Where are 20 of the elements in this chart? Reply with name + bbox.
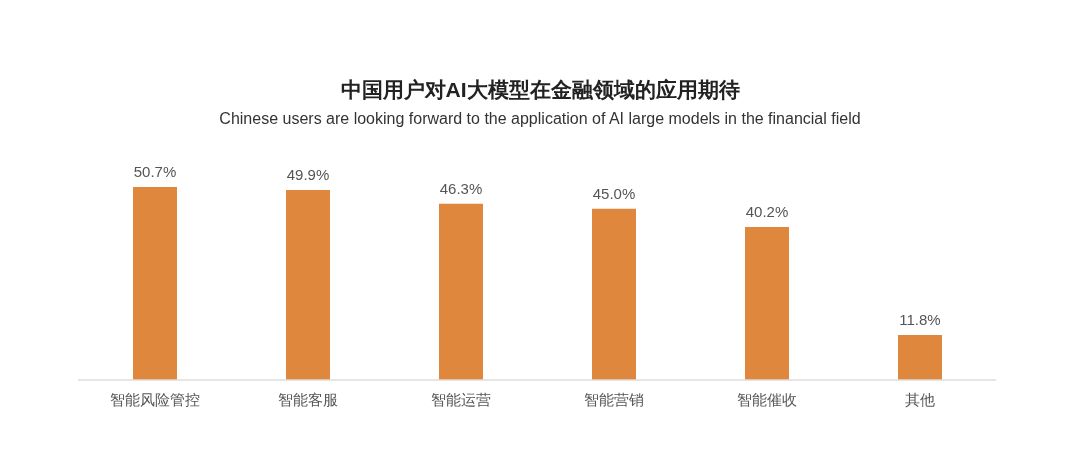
x-tick-label: 智能营销 — [583, 390, 644, 408]
data-label: 50.7% — [133, 163, 177, 180]
bar — [133, 187, 177, 380]
data-label: 49.9% — [286, 166, 330, 184]
bar — [745, 226, 789, 380]
x-tick-label: 智能催收 — [736, 390, 797, 408]
data-label: 45.0% — [592, 184, 636, 202]
data-label: 46.3% — [439, 179, 483, 197]
bar — [592, 208, 636, 380]
x-tick-label: 智能运营 — [430, 390, 491, 408]
x-tick-label: 智能客服 — [277, 390, 338, 408]
bar — [898, 335, 942, 380]
bar — [439, 203, 483, 380]
x-tick-label: 其他 — [904, 390, 935, 408]
x-tick-label: 智能风险管控 — [109, 390, 200, 408]
bar — [286, 190, 330, 380]
chart-subtitle: Chinese users are looking forward to the application of AI large models in the financial field — [218, 110, 862, 128]
data-label: 11.8% — [899, 311, 941, 329]
chart-title: 中国用户对AI大模型在金融领域的应用期待 — [339, 77, 741, 103]
data-label: 40.2% — [745, 202, 789, 220]
